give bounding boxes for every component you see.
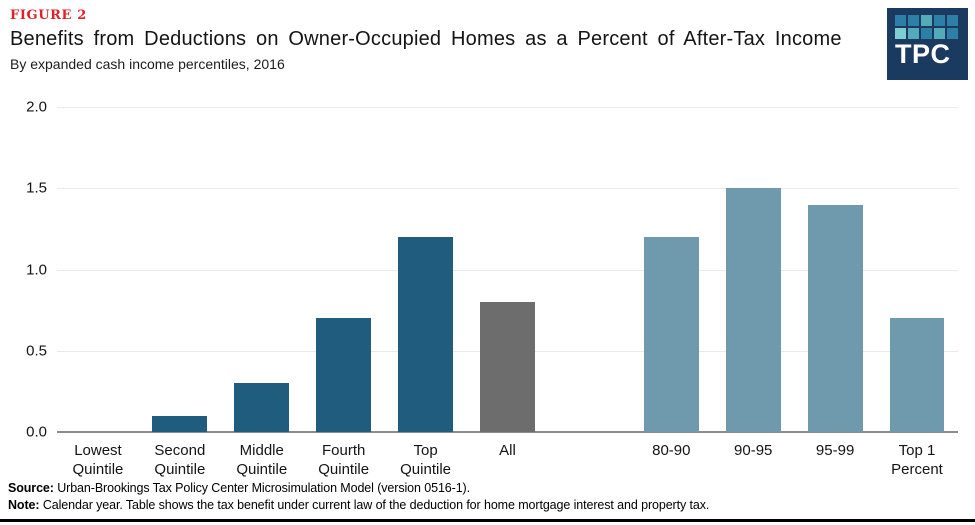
- bottom-rule: [0, 519, 975, 522]
- bar-fourth-quintile: [316, 318, 372, 432]
- note-label: Note:: [8, 498, 40, 512]
- x-tick-label: 90-95: [734, 442, 773, 459]
- bar-slot: [630, 107, 712, 432]
- gridline: [57, 107, 958, 108]
- x-axis-baseline: [57, 431, 958, 433]
- source-line: Source: Urban-Brookings Tax Policy Cente…: [8, 480, 709, 497]
- logo-square: [921, 28, 932, 39]
- chart-title: Benefits from Deductions on Owner-Occupi…: [10, 28, 842, 50]
- spacer-slot: [548, 107, 630, 432]
- logo-square: [947, 15, 958, 26]
- bar-slot: [712, 107, 794, 432]
- logo-square: [934, 28, 945, 39]
- gridline: [57, 188, 958, 190]
- x-tick-label: All: [499, 442, 516, 459]
- figure-label: FIGURE 2: [10, 8, 87, 23]
- bar-slot: [794, 107, 876, 432]
- x-axis-labels: Lowest Quintile Second Quintile Middle Quinti…: [57, 441, 958, 479]
- y-tick-label: 0.0: [26, 423, 47, 441]
- bar-second-quintile: [152, 415, 208, 432]
- chart-subtitle: By expanded cash income percentiles, 201…: [10, 56, 285, 72]
- logo-square: [921, 15, 932, 26]
- bar-top-1-percent: [889, 318, 945, 432]
- bars-row: [57, 107, 958, 432]
- x-tick-label: Middle Quintile: [236, 442, 288, 478]
- note-text: Calendar year. Table shows the tax benef…: [39, 498, 710, 512]
- bar-90-95: [725, 188, 781, 432]
- bar-slot: [385, 107, 467, 432]
- bar-95-99: [807, 204, 863, 432]
- header: FIGURE 2 Benefits from Deductions on Own…: [10, 8, 880, 72]
- spacer-label: [548, 441, 630, 479]
- logo-square: [895, 15, 906, 26]
- bar-slot: [139, 107, 221, 432]
- source-label: Source:: [8, 481, 54, 495]
- source-text: Urban-Brookings Tax Policy Center Micros…: [53, 481, 470, 495]
- logo-square: [908, 28, 919, 39]
- x-tick-label: Second Quintile: [154, 442, 206, 478]
- tpc-logo-squares-grid: [895, 15, 968, 39]
- y-tick-label: 2.0: [26, 98, 47, 116]
- x-tick-label: 95-99: [815, 442, 855, 459]
- bar-chart-plot-area: 0.0 0.5 1.0 1.5 2.0 Lowest Quintile Second Quin…: [26, 99, 958, 478]
- gridline: [57, 269, 958, 271]
- bar-slot: [467, 107, 549, 432]
- bar-slot: [303, 107, 385, 432]
- x-tick-label: 80-90: [652, 442, 691, 459]
- tpc-logo: TPC: [887, 8, 968, 80]
- x-tick-label: Fourth Quintile: [318, 442, 370, 478]
- bar-all: [480, 302, 535, 432]
- bar-slot: [221, 107, 303, 432]
- logo-square: [947, 28, 958, 39]
- x-tick-label: Top Quintile: [400, 442, 451, 478]
- note-line: Note: Calendar year. Table shows the tax…: [8, 497, 709, 514]
- x-tick-label: Top 1 Percent: [891, 442, 943, 478]
- bar-80-90: [643, 237, 699, 432]
- y-tick-label: 1.5: [26, 179, 47, 197]
- logo-square: [908, 15, 919, 26]
- y-tick-label: 1.0: [26, 261, 47, 278]
- logo-square: [934, 15, 945, 26]
- y-tick-label: 0.5: [26, 342, 47, 360]
- bar-slot: [57, 107, 139, 432]
- x-tick-label: Lowest Quintile: [72, 442, 124, 478]
- logo-square: [895, 28, 906, 39]
- bar-top-quintile: [398, 237, 454, 432]
- bar-slot: [876, 107, 958, 432]
- bar-middle-quintile: [234, 383, 290, 432]
- tpc-logo-text: TPC: [895, 39, 951, 69]
- footer-notes: Source: Urban-Brookings Tax Policy Cente…: [8, 480, 709, 514]
